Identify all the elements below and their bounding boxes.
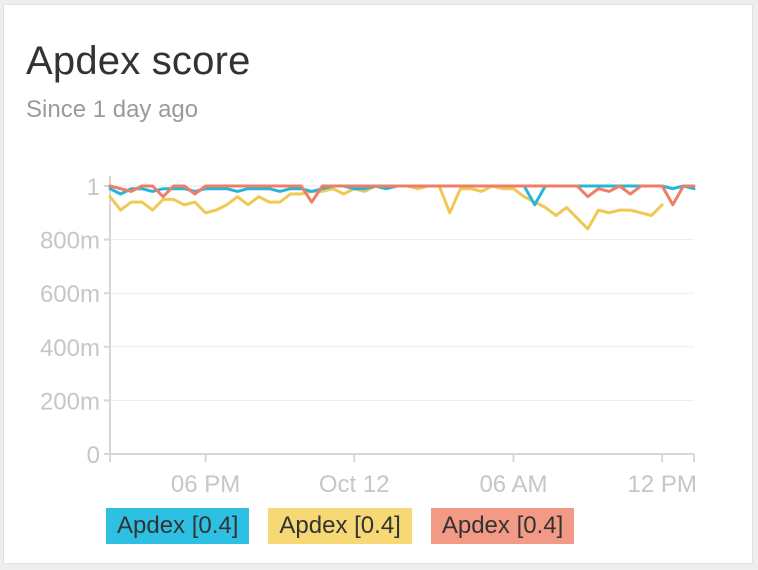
y-tick-label: 0: [87, 442, 100, 469]
y-tick-label: 600m: [40, 281, 100, 308]
y-tick-label: 200m: [40, 388, 100, 415]
apdex-panel: Apdex score Since 1 day ago: [3, 4, 753, 564]
x-tick-label: 06 PM: [171, 471, 240, 498]
x-tick-label: Oct 12: [319, 471, 390, 498]
x-tick-label: 12 PM: [627, 471, 696, 498]
legend-item-series-1[interactable]: Apdex [0.4]: [106, 508, 250, 544]
y-tick-label: 1: [87, 174, 100, 201]
series-line-1[interactable]: [108, 184, 696, 207]
legend-item-series-2[interactable]: Apdex [0.4]: [268, 508, 412, 544]
y-tick-label: 800m: [40, 228, 100, 255]
chart-title: Apdex score: [26, 39, 251, 83]
x-tick-label: 06 AM: [479, 471, 547, 498]
y-tick-label: 400m: [40, 335, 100, 362]
legend-item-series-3[interactable]: Apdex [0.4]: [430, 508, 575, 544]
chart-legend: Apdex [0.4] Apdex [0.4] Apdex [0.4]: [106, 508, 575, 544]
series-line-3[interactable]: [108, 184, 696, 207]
chart-subtitle: Since 1 day ago: [26, 96, 199, 123]
